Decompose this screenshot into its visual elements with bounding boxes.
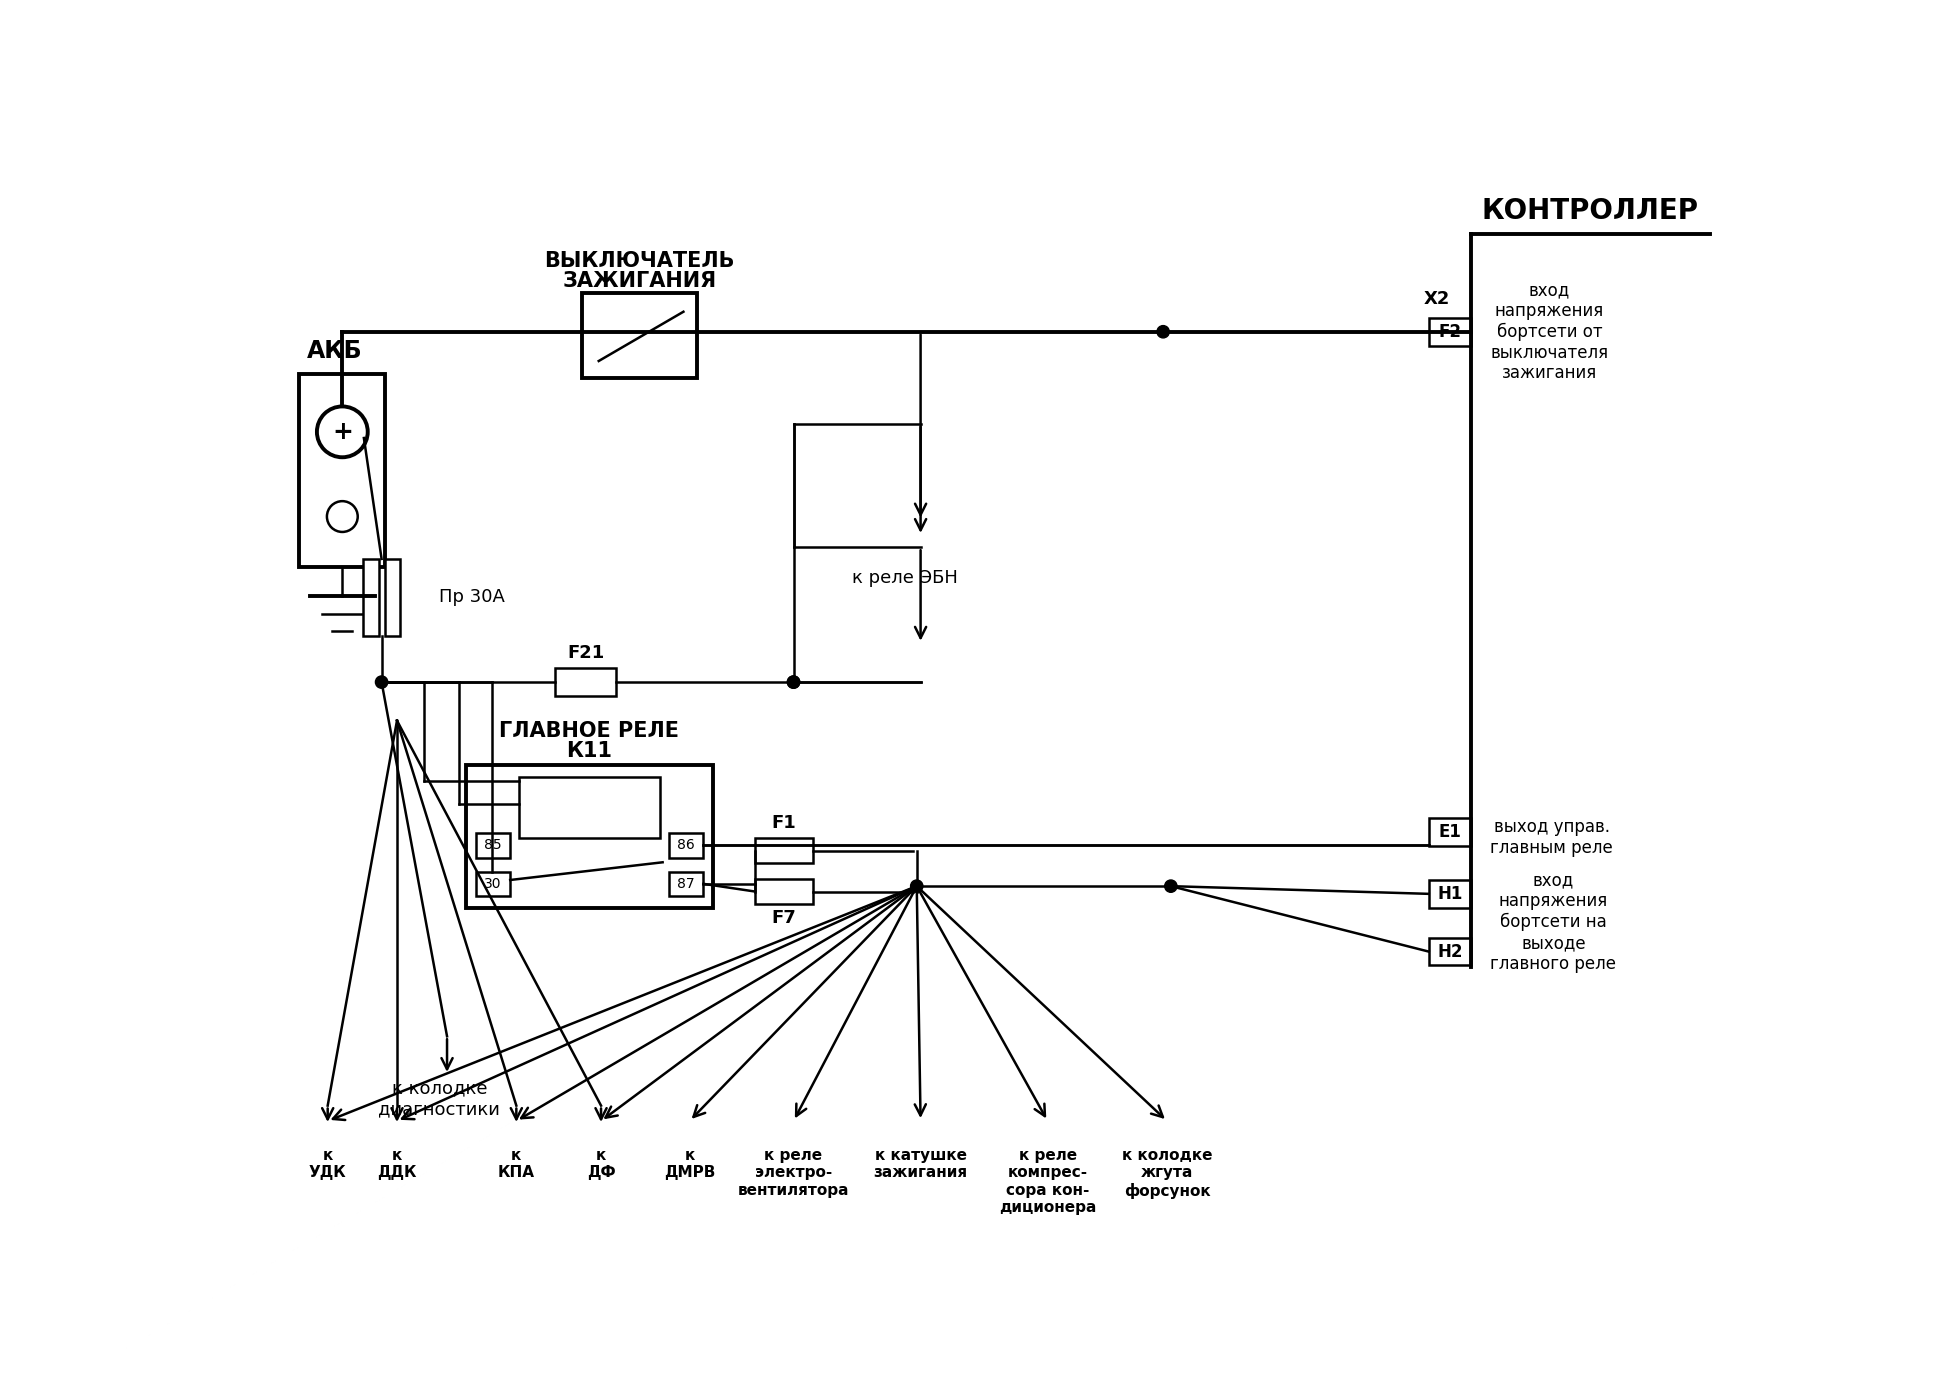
Text: F7: F7: [771, 909, 796, 927]
Text: E1: E1: [1438, 823, 1462, 841]
Bar: [300, 374, 385, 566]
Bar: [668, 871, 703, 896]
Text: 86: 86: [678, 838, 695, 852]
Bar: [1429, 819, 1471, 846]
Text: 85: 85: [484, 838, 501, 852]
Text: ВЫКЛЮЧАТЕЛЬ: ВЫКЛЮЧАТЕЛЬ: [544, 251, 736, 271]
Text: к
ДФ: к ДФ: [587, 1148, 616, 1180]
Bar: [755, 879, 813, 904]
Text: к
КПА: к КПА: [498, 1148, 534, 1180]
Text: H2: H2: [1438, 943, 1464, 961]
Circle shape: [788, 676, 800, 688]
Text: диагностики: диагностики: [378, 1101, 499, 1119]
Text: F21: F21: [567, 644, 604, 662]
Bar: [668, 832, 703, 857]
Text: Пр 30А: Пр 30А: [439, 589, 505, 607]
Bar: [519, 777, 660, 838]
Text: вход
напряжения
бортсети на
выходе
главного реле: вход напряжения бортсети на выходе главн…: [1491, 871, 1617, 974]
Circle shape: [788, 676, 800, 688]
Text: АКБ: АКБ: [308, 339, 362, 363]
Text: ЗАЖИГАНИЯ: ЗАЖИГАНИЯ: [563, 271, 716, 291]
Bar: [1429, 938, 1471, 965]
Text: 30: 30: [484, 877, 501, 891]
Text: к
ДМРВ: к ДМРВ: [664, 1148, 714, 1180]
Text: к
ДДК: к ДДК: [378, 1148, 416, 1180]
Circle shape: [1165, 879, 1177, 892]
Text: к реле
компрес-
сора кон-
диционера: к реле компрес- сора кон- диционера: [999, 1148, 1096, 1215]
Bar: [556, 668, 616, 695]
Text: К11: К11: [567, 741, 612, 762]
Bar: [1429, 319, 1471, 346]
Circle shape: [1158, 325, 1169, 338]
Text: к колодке: к колодке: [391, 1080, 488, 1098]
Circle shape: [376, 676, 387, 688]
Bar: [385, 560, 401, 636]
Bar: [755, 838, 813, 863]
Text: +: +: [331, 420, 352, 443]
Bar: [583, 294, 697, 378]
Text: к колодке
жгута
форсунок: к колодке жгута форсунок: [1121, 1148, 1212, 1199]
Text: X2: X2: [1423, 291, 1450, 309]
Circle shape: [910, 879, 923, 892]
Text: 87: 87: [678, 877, 695, 891]
Text: вход
напряжения
бортсети от
выключателя
зажигания: вход напряжения бортсети от выключателя …: [1491, 281, 1609, 382]
Text: к
УДК: к УДК: [310, 1148, 347, 1180]
Text: к реле
электро-
вентилятора: к реле электро- вентилятора: [738, 1148, 850, 1198]
Text: ГЛАВНОЕ РЕЛЕ: ГЛАВНОЕ РЕЛЕ: [499, 720, 680, 741]
Text: к катушке
зажигания: к катушке зажигания: [873, 1148, 968, 1180]
Text: H1: H1: [1438, 885, 1464, 903]
Bar: [364, 560, 379, 636]
Text: выход управ.
главным реле: выход управ. главным реле: [1491, 819, 1613, 857]
Bar: [467, 766, 712, 907]
Bar: [1429, 879, 1471, 907]
Text: КОНТРОЛЛЕР: КОНТРОЛЛЕР: [1481, 197, 1700, 224]
Text: F1: F1: [771, 814, 796, 832]
Text: F2: F2: [1438, 323, 1462, 341]
Bar: [476, 871, 511, 896]
Text: к реле ЭБН: к реле ЭБН: [852, 569, 958, 587]
Bar: [476, 832, 511, 857]
